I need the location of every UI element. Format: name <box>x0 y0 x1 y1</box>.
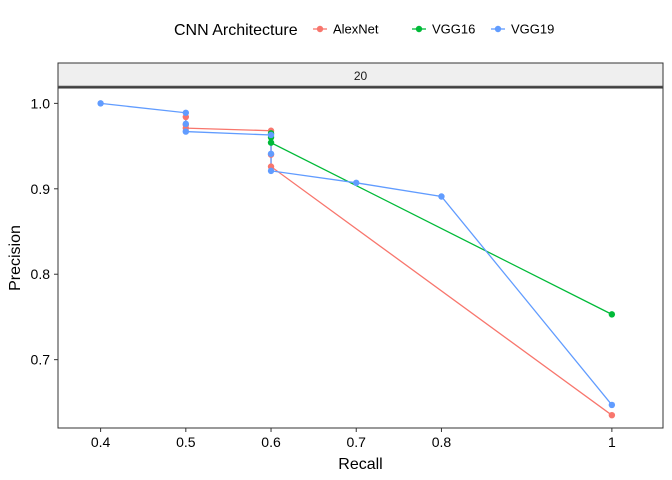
y-tick-label: 0.9 <box>31 181 51 197</box>
data-point-vgg16 <box>267 139 275 146</box>
legend-entry-vgg19: VGG19 <box>491 22 554 37</box>
data-point-vgg19 <box>267 150 275 157</box>
legend-key-point <box>494 25 502 33</box>
x-tick-label: 0.7 <box>347 434 367 450</box>
y-tick-label: 1.0 <box>31 95 51 111</box>
facet-strip: 20 <box>57 62 664 89</box>
facet-strip-label: 20 <box>354 69 368 83</box>
data-point-vgg19 <box>438 193 445 200</box>
legend-entry-alexnet: AlexNet <box>313 22 379 37</box>
facet-strip-background <box>57 62 664 88</box>
data-point-vgg19 <box>97 100 104 107</box>
y-tick-label: 0.7 <box>31 352 51 368</box>
y-axis: 0.7 0.8 0.9 1.0 <box>31 95 58 368</box>
x-tick-label: 0.5 <box>176 434 196 450</box>
x-tick-label: 0.8 <box>432 434 452 450</box>
legend-label: VGG19 <box>511 22 554 37</box>
legend-key-point <box>415 25 423 33</box>
x-tick-label: 0.6 <box>261 434 281 450</box>
x-axis-title: Recall <box>338 456 382 473</box>
x-axis: 0.4 0.5 0.6 0.7 0.8 1 <box>91 428 616 450</box>
legend-key-point <box>316 25 324 33</box>
data-point-vgg19 <box>182 120 190 128</box>
data-point-vgg19 <box>608 401 616 409</box>
data-point-vgg19 <box>353 179 360 187</box>
y-tick-label: 0.8 <box>31 266 51 282</box>
data-point-vgg19 <box>182 128 190 135</box>
x-tick-label: 1 <box>608 434 616 450</box>
legend-entry-vgg16: VGG16 <box>412 22 475 37</box>
series-points <box>97 100 616 419</box>
data-point-vgg19 <box>267 167 275 175</box>
data-point-alexnet <box>608 411 616 419</box>
legend-label: AlexNet <box>333 22 379 37</box>
data-point-vgg19 <box>267 131 275 139</box>
legend-title: CNN Architecture <box>174 22 298 39</box>
y-axis-title: Precision <box>7 225 24 291</box>
data-point-vgg16 <box>608 311 616 318</box>
legend: CNN Architecture AlexNet VGG16 VGG19 <box>174 22 554 40</box>
x-tick-label: 0.4 <box>91 434 111 450</box>
data-point-vgg19 <box>182 109 190 116</box>
legend-label: VGG16 <box>432 22 475 37</box>
plot-panel <box>57 87 664 429</box>
legend-entries: AlexNet VGG16 VGG19 <box>313 22 554 37</box>
